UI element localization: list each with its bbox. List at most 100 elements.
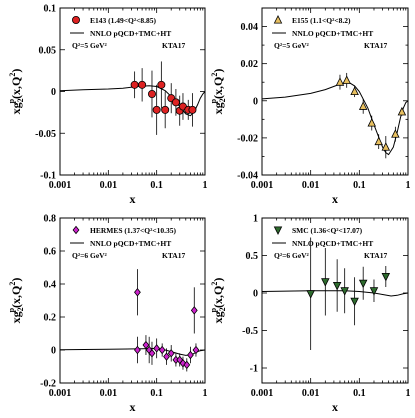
legend-scale-label: Q²=5 GeV² [72,41,108,50]
y-axis-label: xg2p(x,Q2) [7,69,25,115]
x-tick-label: 0.001 [49,180,72,191]
theory-curve [261,290,409,297]
data-point [147,90,156,99]
y-axis-label-part: (x,Q [211,77,225,99]
y-axis-label-part: (x,Q [211,286,225,308]
y-tick-label: -0.2 [40,379,56,390]
data-point [374,136,383,146]
data-points [134,269,200,372]
y-tick-label: 0.8 [44,214,57,225]
x-ticks [59,8,206,175]
y-axis-label-part: 2 [16,98,25,102]
y-tick-label: 0.4 [44,280,57,291]
data-point [188,105,197,114]
y-tick-label: -0.1 [40,171,56,182]
y-axis-label-part: ) [211,69,225,73]
data-points [130,61,197,135]
y-axis-label-part: 2 [210,282,219,286]
y-axis-label: xg2p(x,Q2) [7,278,25,324]
x-tick-label: 0.1 [150,388,163,399]
legend: E155 (1.1<Q²<8.2) NNLO pQCD+TMC+HT Q²=5 Ge… [272,15,387,50]
y-axis-label-part: 2 [16,307,25,311]
legend-tag: KTA17 [162,251,185,260]
data-point [130,80,139,89]
y-tick-label: -0.5 [242,326,258,337]
theory-curve [59,347,206,356]
y-axis-label-part: xg [211,311,225,323]
x-tick-label: 0.1 [353,180,366,191]
legend-data-label: HERMES (1.37<Q²<10.35) [90,226,177,235]
y-axis-label: xg2p(x,Q2) [209,69,227,115]
data-point [381,142,391,151]
data-point [192,345,200,355]
x-tick-label: 0.001 [49,388,72,399]
data-point [397,106,407,116]
x-tick-label: 0.01 [100,180,118,191]
legend-tag: KTA17 [364,41,387,50]
x-tick-label: 1 [203,388,208,399]
y-tick-label: 0 [51,87,56,98]
data-point [342,75,351,84]
x-tick-label: 0.001 [251,388,274,399]
x-tick-label: 0.01 [100,388,118,399]
x-tick-label: 1 [203,180,208,191]
data-point [190,306,198,315]
y-tick-label: -0.02 [237,133,258,144]
y-axis-label-part: xg [211,102,225,114]
data-point [187,350,194,360]
legend-data-label: SMC (1.36<Q²<17.07) [292,226,363,235]
x-ticks [261,218,409,383]
y-tick-label: 0 [253,289,258,300]
data-point [161,105,170,114]
y-axis-label-part: 2 [210,73,219,77]
y-tick-label: 0.5 [246,251,259,262]
legend-curve-label: NNLO pQCD+TMC+HT [90,239,171,248]
y-axis-label-part: ) [211,278,225,282]
legend-curve-label: NNLO pQCD+TMC+HT [90,29,171,38]
legend-curve-label: NNLO pQCD+TMC+HT [292,29,373,38]
legend-marker [72,15,81,24]
data-point [142,340,150,350]
legend-tag: KTA17 [162,41,185,50]
data-point [321,278,330,287]
data-point [176,355,184,365]
data-points [306,237,391,350]
data-point [183,360,191,370]
y-axis-label-part: p [209,307,218,312]
panel-3: 0.001 0.01 0.1 1-0.200.20.40.60.8xxg2p(x,Q2… [7,214,208,415]
panel-2: 0.001 0.01 0.1 1-0.04-0.0200.020.04xxg2p(x,… [209,7,411,206]
x-axis-label: x [332,400,338,414]
y-axis-label-part: 2 [8,282,17,286]
data-point [358,279,368,289]
data-point [163,352,170,361]
y-ticks [262,7,408,176]
y-axis-label-part: p [7,307,16,312]
y-tick-label: 0.02 [241,59,259,70]
y-axis-label-part: xg [9,102,23,114]
y-axis-label-part: 2 [218,307,227,311]
y-axis-label-part: ) [9,69,23,73]
y-axis-label-part: p [209,98,218,103]
x-ticks [59,218,206,383]
data-point [306,290,315,299]
x-tick-label: 0.01 [302,388,320,399]
data-point [335,77,345,86]
x-tick-label: 0.1 [353,388,366,399]
data-points [335,72,407,159]
legend-curve-label: NNLO pQCD+TMC+HT [292,239,373,248]
y-tick-label: 0 [253,96,258,107]
x-tick-label: 0.001 [251,180,274,191]
y-tick-label: -0.05 [35,129,56,140]
data-point [350,86,359,95]
data-point [350,297,359,307]
x-ticks [261,8,409,175]
y-axis-label-part: 2 [8,73,17,77]
plot-frame [261,7,409,176]
legend-scale-label: Q²=6 GeV² [274,251,310,260]
data-point [138,80,147,89]
y-tick-label: -1 [250,364,258,375]
y-tick-label: 1 [253,214,258,225]
legend-marker [273,15,283,24]
